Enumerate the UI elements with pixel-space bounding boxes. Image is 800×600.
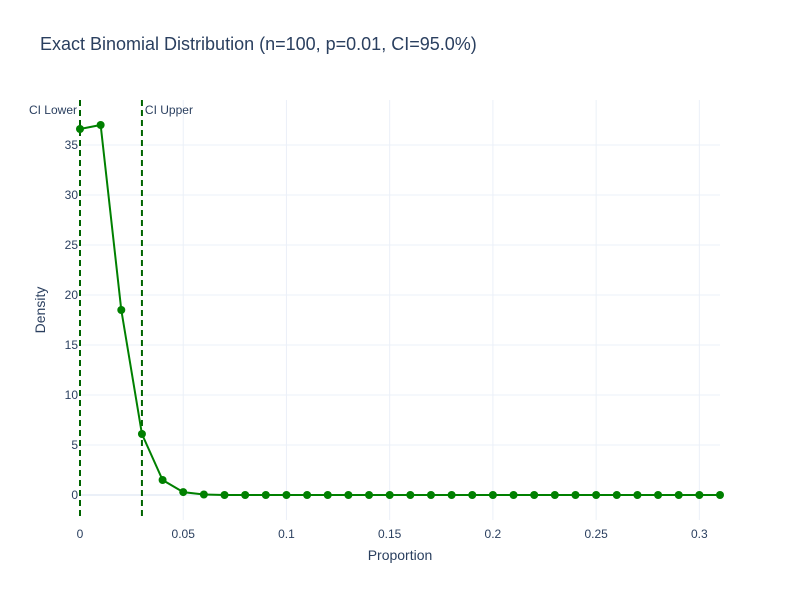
data-point bbox=[426, 491, 435, 499]
x-tick-label: 0.2 bbox=[485, 527, 502, 541]
data-point bbox=[117, 306, 126, 314]
ci-reference-label: CI Upper bbox=[145, 103, 193, 117]
y-tick-label: 25 bbox=[65, 238, 79, 252]
data-point bbox=[509, 491, 518, 499]
x-tick-label: 0.25 bbox=[584, 527, 608, 541]
data-point bbox=[530, 491, 539, 499]
data-point bbox=[199, 490, 208, 499]
y-axis-title: Density bbox=[32, 287, 48, 334]
data-point bbox=[716, 491, 724, 499]
y-tick-label: 0 bbox=[71, 488, 78, 502]
data-point bbox=[654, 491, 663, 499]
data-point bbox=[220, 491, 229, 499]
data-point bbox=[571, 491, 580, 499]
y-tick-label: 20 bbox=[65, 288, 79, 302]
x-tick-label: 0.3 bbox=[691, 527, 708, 541]
data-point bbox=[385, 491, 394, 499]
data-point bbox=[179, 488, 188, 497]
data-point bbox=[96, 121, 105, 129]
y-tick-label: 35 bbox=[65, 138, 79, 152]
x-tick-label: 0.15 bbox=[378, 527, 402, 541]
data-point bbox=[447, 491, 456, 499]
y-tick-label: 15 bbox=[65, 338, 79, 352]
data-point bbox=[674, 491, 683, 499]
x-tick-labels: 0 0.05 0.1 0.15 0.2 0.25 0.3 bbox=[77, 527, 708, 541]
ci-reference-label: CI Lower bbox=[29, 103, 77, 117]
data-point bbox=[695, 491, 704, 499]
x-tick-label: 0.05 bbox=[172, 527, 196, 541]
y-tick-label: 5 bbox=[71, 438, 78, 452]
data-point bbox=[468, 491, 477, 499]
data-point bbox=[241, 491, 250, 499]
data-point bbox=[282, 491, 291, 499]
y-tick-labels: 0 5 10 15 20 25 30 35 bbox=[65, 138, 79, 502]
data-point bbox=[303, 491, 312, 499]
y-tick-label: 30 bbox=[65, 188, 79, 202]
data-point bbox=[158, 476, 167, 484]
y-tick-label: 10 bbox=[65, 388, 79, 402]
x-tick-label: 0 bbox=[77, 527, 84, 541]
x-axis-title: Proportion bbox=[368, 547, 433, 563]
data-point bbox=[633, 491, 642, 499]
data-point bbox=[550, 491, 559, 499]
data-point bbox=[592, 491, 601, 499]
data-point bbox=[365, 491, 374, 499]
data-point bbox=[406, 491, 415, 499]
data-point bbox=[612, 491, 621, 499]
data-point bbox=[323, 491, 332, 499]
chart-title: Exact Binomial Distribution (n=100, p=0.… bbox=[40, 34, 477, 54]
data-point bbox=[261, 491, 270, 499]
series-layer bbox=[76, 121, 724, 499]
data-point bbox=[488, 491, 497, 499]
data-point bbox=[344, 491, 353, 499]
data-point bbox=[137, 430, 146, 438]
x-tick-label: 0.1 bbox=[278, 527, 295, 541]
reference-lines: CI Lower CI Upper bbox=[29, 100, 193, 520]
data-point bbox=[76, 125, 84, 133]
